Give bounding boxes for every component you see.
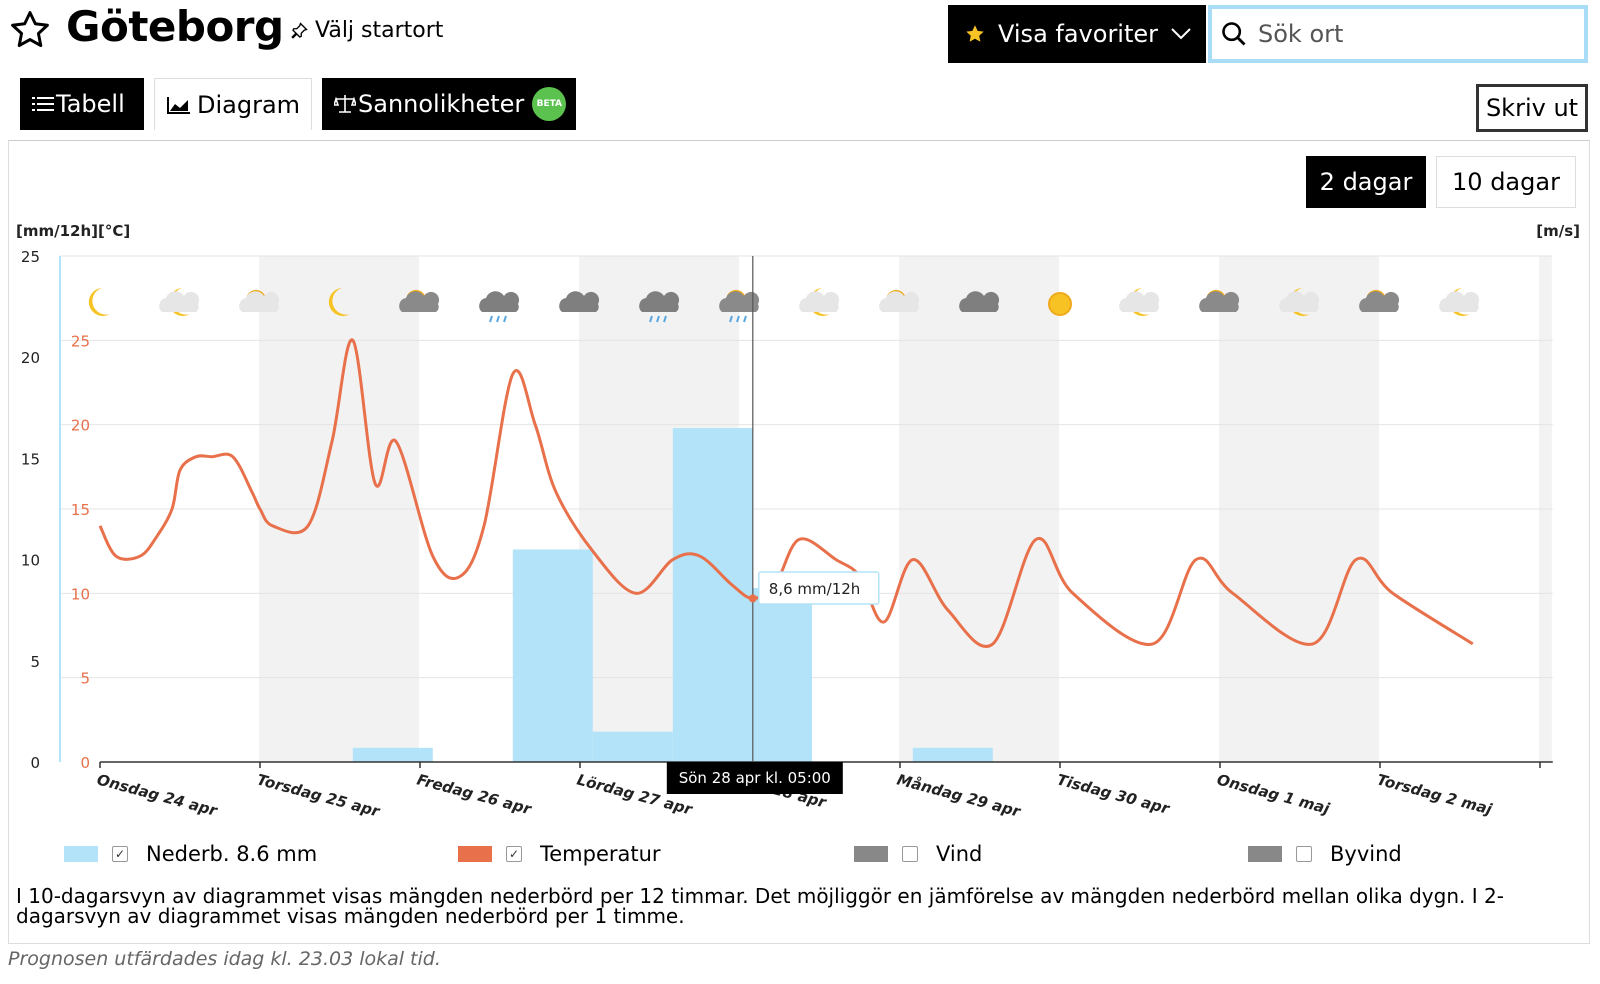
gust-checkbox[interactable] <box>1296 846 1312 862</box>
search-icon <box>1222 22 1246 46</box>
issued-time: Prognosen utfärdades idag kl. 23.03 loka… <box>8 948 441 970</box>
tab-tabell[interactable]: Tabell <box>20 78 144 130</box>
legend-temperature[interactable]: ✓ Temperatur <box>458 840 661 868</box>
favorites-label: Visa favoriter <box>998 20 1159 48</box>
tab-label: Diagram <box>197 90 301 119</box>
tab-sannolikheter[interactable]: Sannolikheter BETA <box>322 78 576 130</box>
precip-swatch <box>64 846 98 862</box>
tab-label: Tabell <box>56 90 125 118</box>
favorite-star-icon[interactable] <box>8 8 52 52</box>
list-icon <box>32 97 54 111</box>
star-filled-icon <box>966 25 984 42</box>
range-10-days-button[interactable]: 10 dagar <box>1436 156 1576 208</box>
chart-panel <box>8 140 1590 944</box>
temp-swatch <box>458 846 492 862</box>
legend-label: Nederb. 8.6 mm <box>146 842 318 866</box>
page-title: Göteborg <box>66 2 284 51</box>
legend-wind[interactable]: Vind <box>854 840 982 868</box>
gust-swatch <box>1248 846 1282 862</box>
legend-gust[interactable]: Byvind <box>1248 840 1402 868</box>
set-start-label: Välj startort <box>315 18 444 43</box>
legend-label: Byvind <box>1330 842 1402 866</box>
scale-icon <box>334 95 356 113</box>
favorites-dropdown[interactable]: Visa favoriter <box>948 5 1206 63</box>
search-input[interactable] <box>1256 19 1560 49</box>
range-2-days-button[interactable]: 2 dagar <box>1306 156 1426 208</box>
chevron-down-icon <box>1171 28 1191 40</box>
chart-note: I 10-dagarsvyn av diagrammet visas mängd… <box>16 884 1504 928</box>
wind-checkbox[interactable] <box>902 846 918 862</box>
legend-precipitation[interactable]: ✓ Nederb. 8.6 mm <box>64 840 317 868</box>
legend-label: Vind <box>936 842 983 866</box>
tab-diagram[interactable]: Diagram <box>154 78 312 130</box>
pin-icon <box>291 22 308 39</box>
set-start-button[interactable]: Välj startort <box>290 18 443 43</box>
print-button[interactable]: Skriv ut <box>1476 84 1588 132</box>
temp-checkbox[interactable]: ✓ <box>506 846 522 862</box>
tab-label: Sannolikheter <box>358 90 525 118</box>
beta-badge: BETA <box>532 87 567 121</box>
wind-swatch <box>854 846 888 862</box>
precip-checkbox[interactable]: ✓ <box>112 846 128 862</box>
search-box[interactable] <box>1208 5 1588 63</box>
legend-label: Temperatur <box>540 842 661 866</box>
area-chart-icon <box>167 96 190 114</box>
